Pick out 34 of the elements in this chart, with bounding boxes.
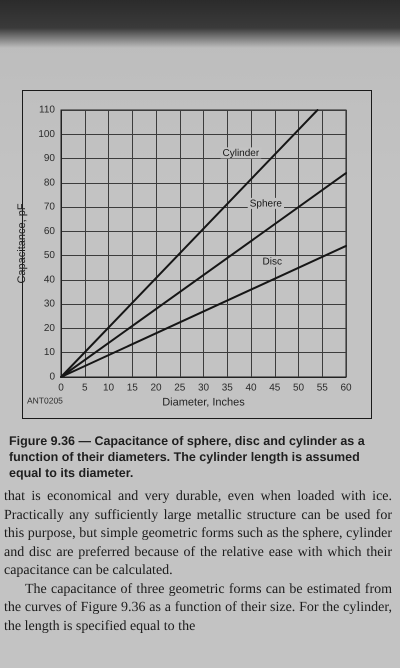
text: The capacitance of three geometric forms can be estimated from the curves of Figure 9.36 as a function of their size. For the cylinder, the length is specified equal to the <box>4 580 392 636</box>
y-tick-label: 100 <box>38 128 56 140</box>
y-tick-label: 80 <box>44 177 56 188</box>
x-tick-label: 20 <box>150 382 162 394</box>
y-tick-label: 50 <box>44 250 56 262</box>
y-tick-label: 30 <box>44 298 56 310</box>
x-axis-title: Diameter, Inches <box>162 396 246 408</box>
x-tick-label: 55 <box>316 382 328 394</box>
text: that is economical and very durable, even when loaded with ice. Practically any sufficiently large metallic structure can be used for this purpose, but simple geometric forms such as the sphere, cylinder and disc are preferred because of the relative ease with which their capacitance can be calculated. <box>4 488 392 580</box>
x-tick-label: 10 <box>102 382 114 394</box>
text: Figure 9.36 — Capacitance of sphere, disc and cylinder as a function of their diameters. The cylinder length is assumed equal to its diameter. <box>9 434 368 480</box>
y-tick-label: 20 <box>44 322 56 334</box>
series-label: Sphere <box>250 198 282 210</box>
x-tick-label: 30 <box>198 382 210 394</box>
x-tick-label: 50 <box>292 382 304 394</box>
y-tick-label: 0 <box>49 372 56 382</box>
text: ANT0205 <box>27 396 64 406</box>
x-tick-label: 0 <box>58 382 64 394</box>
y-tick-label: 110 <box>39 104 56 116</box>
x-tick-label: 15 <box>126 382 138 394</box>
y-tick-label: 10 <box>44 347 56 358</box>
y-tick-label: 40 <box>44 274 56 286</box>
x-tick-label: 25 <box>174 382 186 394</box>
y-tick-label: 70 <box>44 202 56 213</box>
x-tick-label: 5 <box>82 382 88 394</box>
x-tick-label: 40 <box>245 382 257 394</box>
x-tick-label: 35 <box>222 382 234 394</box>
y-tick-label: 60 <box>44 226 56 237</box>
y-tick-label: 90 <box>44 153 56 164</box>
y-axis-title: Capacitance, pF <box>16 203 28 284</box>
x-tick-label: 45 <box>269 382 281 394</box>
series-label: Cylinder <box>222 148 260 159</box>
x-tick-label: 60 <box>340 382 352 394</box>
series-label: Disc <box>262 256 282 268</box>
